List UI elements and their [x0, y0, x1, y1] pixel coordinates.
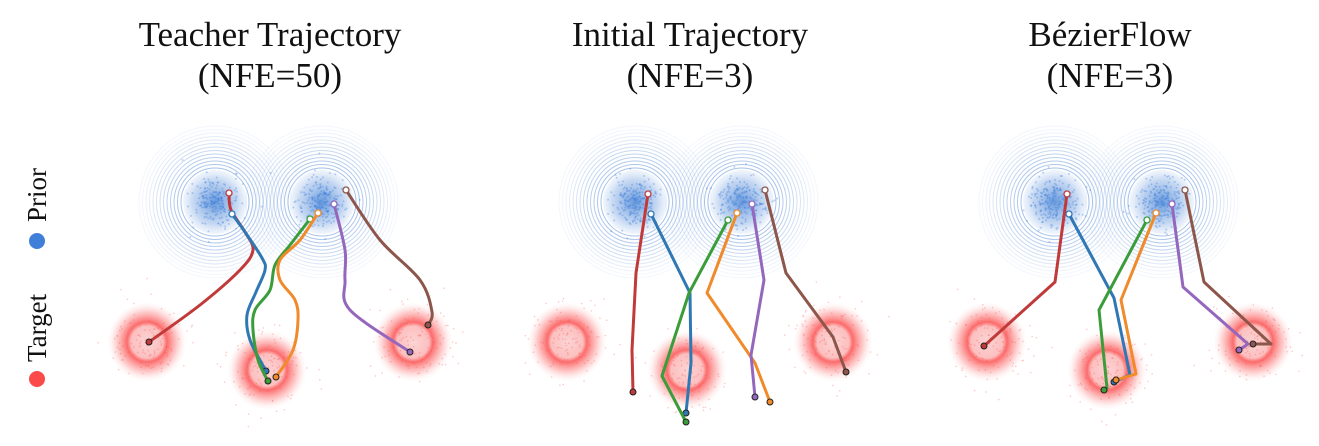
- trajectory-start-point: [647, 210, 655, 218]
- trajectory-line: [630, 192, 650, 394]
- trajectory-line: [982, 192, 1069, 348]
- trajectory-start-point: [761, 186, 769, 194]
- trajectory-end-point: [629, 388, 637, 396]
- trajectory-start-point: [748, 200, 756, 208]
- trajectory-line: [763, 188, 848, 374]
- trajectory-start-point: [724, 216, 732, 224]
- trajectory-line: [1114, 211, 1158, 382]
- trajectory-line: [1170, 202, 1250, 352]
- trajectory-end-point: [682, 418, 690, 426]
- title-line2: (NFE=50): [197, 56, 343, 95]
- prior-distribution: [558, 125, 712, 279]
- trajectory-line: [251, 217, 312, 383]
- title-teacher: Teacher Trajectory (NFE=50): [70, 14, 470, 96]
- title-line1: BézierFlow: [1028, 15, 1192, 54]
- panel-2: [947, 125, 1303, 426]
- panel-1: [524, 125, 890, 426]
- trajectory-end-point: [980, 342, 988, 350]
- trajectory-end-point: [766, 398, 774, 406]
- trajectory-start-point: [1181, 186, 1189, 194]
- trajectory-line: [749, 202, 766, 399]
- target-distribution: [947, 288, 1038, 401]
- trajectory-line: [660, 218, 730, 424]
- title-line2: (NFE=3): [1046, 56, 1174, 95]
- target-distribution: [216, 322, 323, 428]
- trajectory-end-point: [424, 321, 432, 329]
- target-distribution: [363, 287, 464, 383]
- legend-prior-dot: [29, 233, 45, 249]
- title-line1: Initial Trajectory: [571, 15, 809, 54]
- trajectory-end-point: [751, 393, 759, 401]
- trajectory-line: [274, 211, 320, 379]
- trajectory-start-point: [733, 209, 741, 217]
- target-distribution: [97, 277, 194, 382]
- trajectory-start-point: [1168, 200, 1176, 208]
- trajectory-start-point: [1065, 210, 1073, 218]
- trajectory-start-point: [228, 210, 236, 218]
- trajectory-line: [332, 202, 412, 354]
- target-distribution: [783, 281, 890, 397]
- trajectory-start-point: [1063, 190, 1071, 198]
- legend-target-dot: [29, 371, 45, 387]
- target-distribution: [634, 327, 727, 416]
- trajectory-end-point: [272, 373, 280, 381]
- trajectory-end-point: [1249, 340, 1257, 348]
- title-line2: (NFE=3): [626, 56, 754, 95]
- trajectory-end-point: [682, 409, 690, 417]
- trajectory-line: [649, 212, 693, 415]
- trajectory-line: [705, 211, 772, 404]
- trajectory-line: [344, 188, 434, 327]
- trajectory-start-point: [1152, 209, 1160, 217]
- panel-0: [97, 125, 464, 428]
- target-distribution: [1051, 328, 1153, 426]
- trajectory-start-point: [1143, 216, 1151, 224]
- title-bezierflow: BézierFlow (NFE=3): [910, 14, 1310, 96]
- trajectory-start-point: [314, 209, 322, 217]
- title-initial: Initial Trajectory (NFE=3): [490, 14, 890, 96]
- trajectory-start-point: [225, 189, 233, 197]
- trajectory-end-point: [264, 377, 272, 385]
- trajectory-line: [147, 191, 255, 344]
- trajectory-end-point: [1112, 376, 1120, 384]
- trajectory-start-point: [330, 200, 338, 208]
- trajectory-end-point: [842, 368, 850, 376]
- trajectory-end-point: [145, 338, 153, 346]
- trajectory-end-point: [1100, 386, 1108, 394]
- trajectory-start-point: [644, 190, 652, 198]
- trajectory-start-point: [342, 186, 350, 194]
- trajectory-line: [230, 212, 268, 373]
- title-line1: Teacher Trajectory: [138, 15, 402, 54]
- trajectory-end-point: [1235, 346, 1243, 354]
- target-distribution: [524, 297, 621, 387]
- trajectory-end-point: [406, 348, 414, 356]
- trajectory-line: [1183, 188, 1273, 346]
